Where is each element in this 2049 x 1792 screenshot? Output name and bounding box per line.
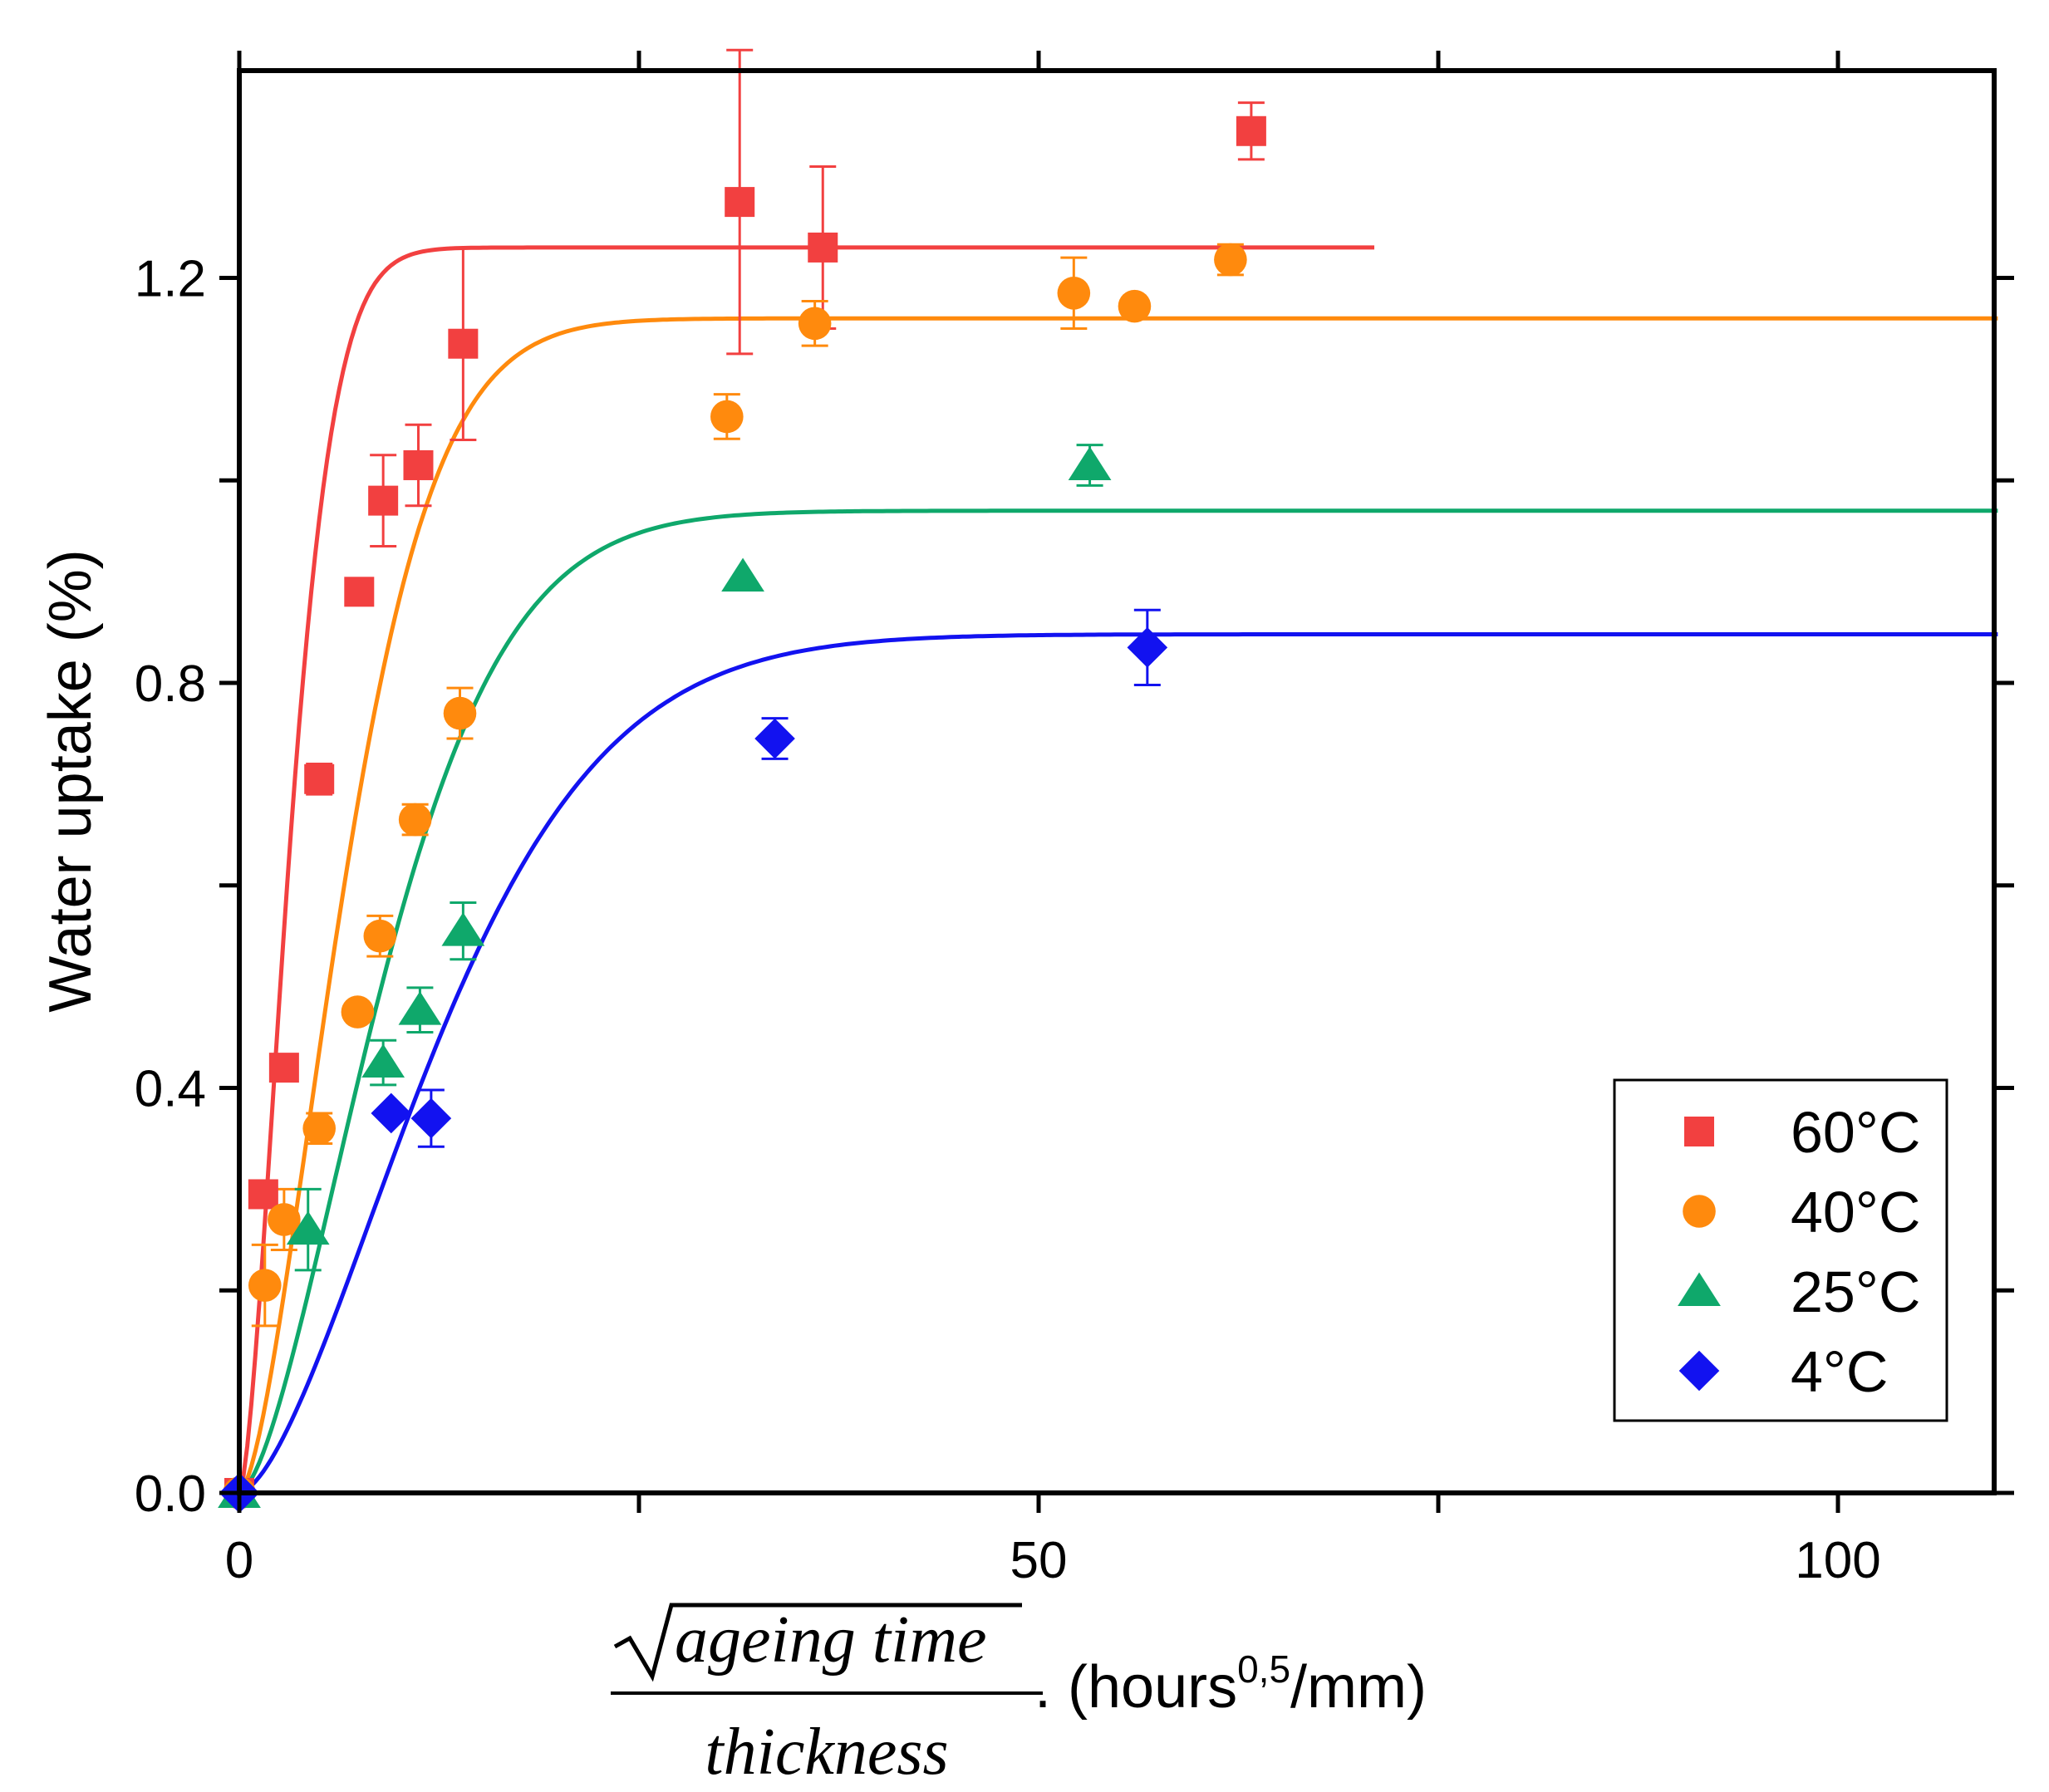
legend-marker-1 (1683, 1195, 1716, 1228)
data-point-s1-p11 (1118, 289, 1152, 323)
x-axis-title: ageing time thickness . (hours0,5/mm) (611, 1603, 1427, 1789)
y-tick-label: 0.4 (135, 1061, 206, 1118)
y-tick-label: 0.0 (135, 1466, 206, 1523)
data-point-s0-p1 (248, 1179, 278, 1210)
data-point-s0-p9 (808, 232, 838, 263)
data-point-s1-p5 (363, 919, 397, 953)
data-point-s3-p4 (1127, 627, 1168, 668)
x-axis-units-prefix: . (hours (1034, 1654, 1237, 1721)
data-point-s0-p7 (448, 328, 479, 359)
x-axis-units-suffix: /mm) (1290, 1654, 1427, 1721)
fit-curves (237, 245, 1998, 1495)
data-point-s0-p6 (403, 449, 434, 480)
legend-marker-0 (1684, 1117, 1714, 1146)
data-point-s1-p12 (1214, 243, 1247, 277)
legend-label-2: 25°C (1791, 1259, 1920, 1324)
legend-label-0: 60°C (1791, 1100, 1920, 1165)
axis-tick-labels: 0 50 100 0.0 0.4 0.8 1.2 (135, 251, 1881, 1590)
legend: 60°C 40°C 25°C 4°C (1613, 1078, 1948, 1422)
data-point-s0-p5 (368, 485, 399, 516)
data-point-s3-p3 (754, 718, 795, 759)
x-axis-numerator: ageing time (675, 1603, 986, 1677)
axis-ticks (219, 51, 2014, 1513)
data-point-s0-p4 (344, 577, 375, 607)
sqrt-symbol (613, 1603, 1022, 1682)
plot-frame (237, 68, 1997, 1495)
x-axis-units-sup: 0,5 (1237, 1647, 1290, 1691)
data-point-s1-p2 (268, 1203, 301, 1236)
data-point-s3-p1 (371, 1092, 412, 1134)
data-point-s2-p5 (721, 557, 764, 592)
data-point-s1-p10 (1057, 276, 1091, 310)
data-point-s2-p6 (1068, 446, 1112, 480)
x-tick-label: 50 (1010, 1532, 1068, 1589)
legend-label-3: 4°C (1791, 1339, 1888, 1404)
data-point-s3-p2 (410, 1097, 452, 1139)
fit-curve-0 (237, 245, 1374, 1494)
fit-curve-1 (238, 316, 1998, 1495)
fit-curve-3 (238, 632, 1998, 1495)
legend-items: 60°C 40°C 25°C 4°C (1678, 1100, 1920, 1404)
data-point-s1-p4 (341, 995, 375, 1029)
y-tick-label: 0.8 (135, 655, 206, 713)
data-point-s1-p7 (443, 696, 477, 730)
data-point-s1-p6 (398, 803, 432, 837)
data-point-s0-p8 (725, 187, 755, 218)
y-tick-label: 1.2 (135, 251, 206, 308)
fit-curve-2 (238, 508, 1998, 1495)
data-point-s1-p1 (248, 1269, 282, 1302)
data-point-s2-p4 (441, 912, 485, 946)
data-point-s1-p9 (798, 307, 832, 341)
data-point-s0-p3 (304, 763, 335, 794)
data-point-s2-p1 (286, 1210, 330, 1245)
data-point-s0-p2 (268, 1053, 299, 1083)
x-axis-denominator: thickness (705, 1716, 948, 1789)
data-point-s1-p8 (710, 400, 744, 434)
x-axis-units: . (hours0,5/mm) (1034, 1647, 1427, 1721)
legend-marker-3 (1678, 1350, 1720, 1392)
data-point-s0-p10 (1236, 115, 1266, 146)
y-axis-title: Water uptake (%) (37, 549, 104, 1013)
data-point-s2-p3 (398, 991, 442, 1025)
x-tick-label: 100 (1795, 1532, 1880, 1589)
data-point-s1-p3 (302, 1112, 337, 1146)
legend-box (1613, 1078, 1948, 1422)
x-tick-label: 0 (225, 1532, 253, 1589)
legend-marker-2 (1678, 1272, 1721, 1306)
data-point-s2-p2 (361, 1043, 405, 1078)
legend-label-1: 40°C (1791, 1180, 1920, 1245)
